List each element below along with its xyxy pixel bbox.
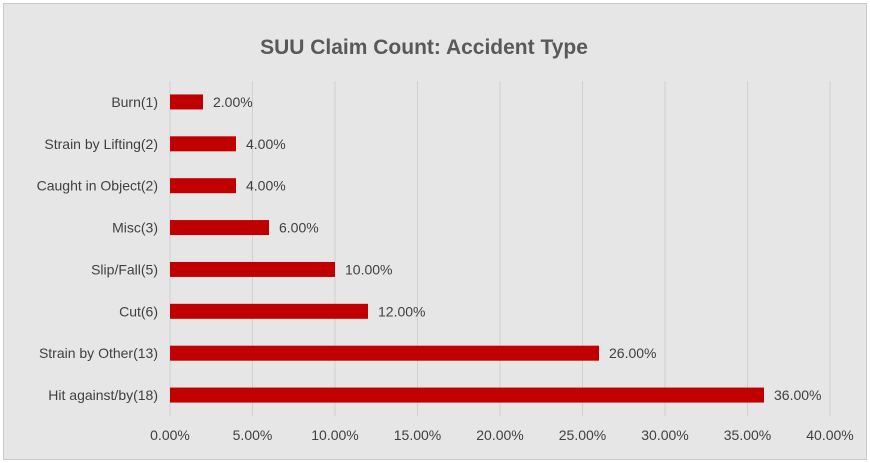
x-tick-label: 0.00%: [150, 427, 190, 443]
bar: [170, 178, 236, 194]
data-label: 4.00%: [246, 178, 286, 194]
chart-frame: SUU Claim Count: Accident Type 0.00% 5.00…: [3, 3, 867, 460]
data-label: 2.00%: [213, 94, 253, 110]
data-label: 10.00%: [345, 261, 392, 277]
x-tick-label: 40.00%: [806, 427, 853, 443]
gridlines: [169, 81, 831, 416]
data-label: 4.00%: [246, 136, 286, 152]
x-tick-label: 35.00%: [724, 427, 771, 443]
bar-chart: 0.00% 5.00% 10.00% 15.00% 20.00% 25.00% 30.00%…: [37, 81, 854, 443]
category-label: Burn(1): [111, 94, 158, 110]
category-label: Strain by Lifting(2): [44, 136, 158, 152]
data-label: 36.00%: [774, 387, 821, 403]
chart-title: SUU Claim Count: Accident Type: [260, 36, 588, 59]
category-label: Caught in Object(2): [37, 178, 158, 194]
x-tick-label: 10.00%: [311, 427, 358, 443]
x-tick-label: 20.00%: [476, 427, 523, 443]
labels: 0.00% 5.00% 10.00% 15.00% 20.00% 25.00% 30.00%…: [37, 94, 854, 443]
data-label: 6.00%: [279, 220, 319, 236]
bar: [170, 94, 203, 110]
category-label: Slip/Fall(5): [91, 261, 158, 277]
x-tick-label: 15.00%: [394, 427, 441, 443]
x-tick-label: 25.00%: [559, 427, 606, 443]
data-label: 26.00%: [609, 345, 656, 361]
category-label: Misc(3): [112, 220, 158, 236]
x-tick-label: 30.00%: [641, 427, 688, 443]
bars: [170, 94, 764, 403]
category-label: Cut(6): [119, 303, 158, 319]
x-tick-label: 5.00%: [233, 427, 273, 443]
bar: [170, 303, 368, 319]
bar: [170, 345, 599, 361]
bar: [170, 136, 236, 152]
data-label: 12.00%: [378, 303, 425, 319]
bar: [170, 261, 335, 277]
bar: [170, 220, 269, 236]
bar: [170, 387, 764, 403]
category-label: Strain by Other(13): [39, 345, 158, 361]
category-label: Hit against/by(18): [48, 387, 158, 403]
